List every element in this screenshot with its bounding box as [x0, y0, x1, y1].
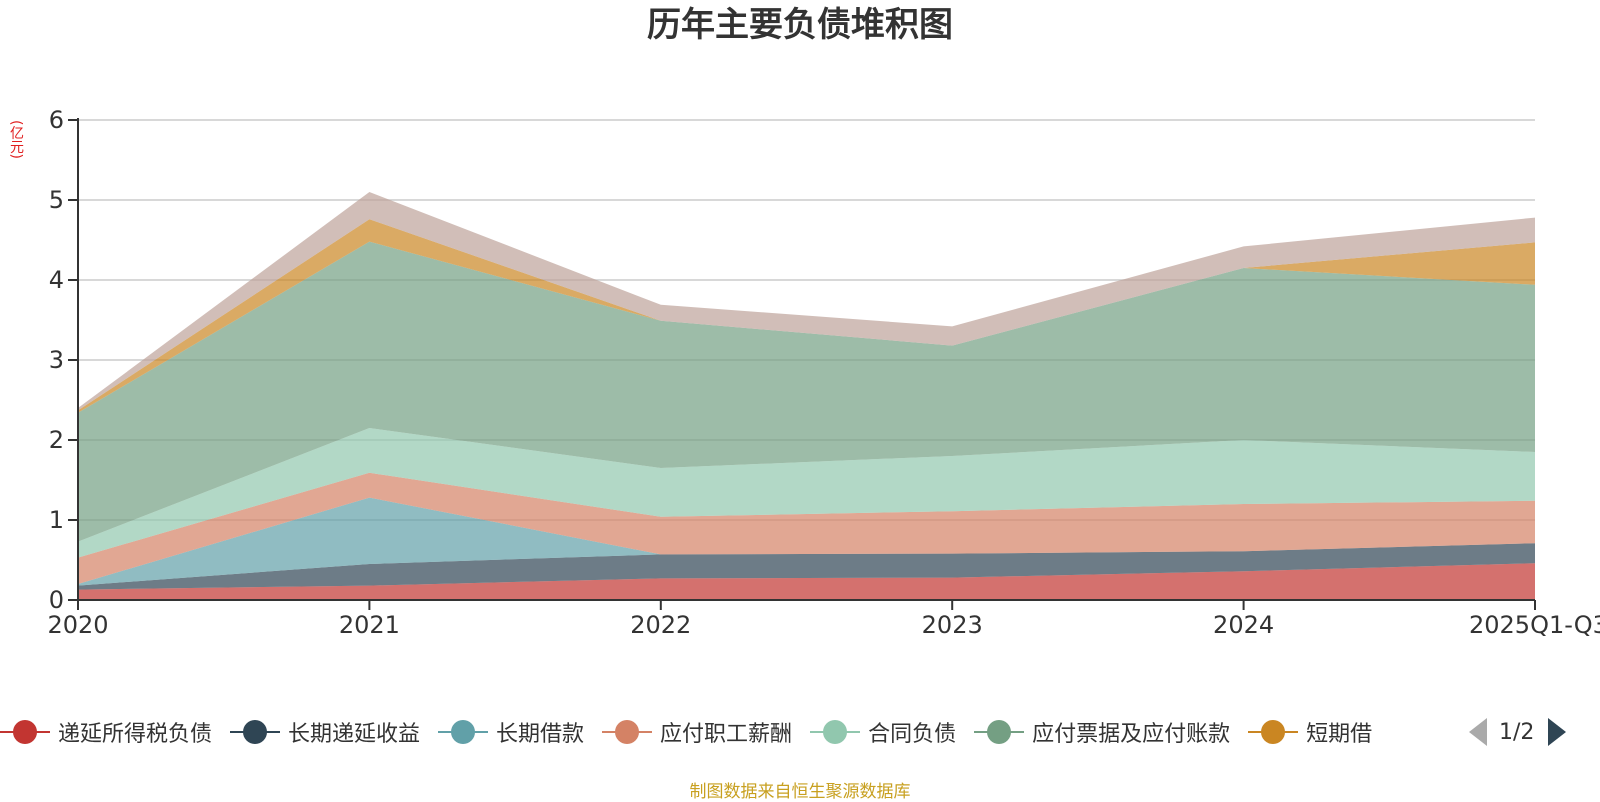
legend-item[interactable]: 长期借款: [438, 716, 584, 748]
legend-marker-icon: [602, 719, 653, 745]
y-tick-label: 5: [49, 186, 64, 214]
legend-label: 应付票据及应付账款: [1032, 722, 1231, 747]
legend-marker-icon: [0, 719, 50, 745]
chart-title: 历年主要负债堆积图: [647, 5, 953, 45]
y-tick-label: 3: [49, 346, 64, 374]
data-source-note: 制图数据来自恒生聚源数据库: [689, 782, 911, 802]
legend: 递延所得税负债 长期递延收益 长期借款 应付职工薪酬 合同负债 应付票据及应付账款 短期借: [0, 712, 1600, 752]
y-tick-label: 6: [49, 106, 64, 134]
area-series-0: [78, 563, 1535, 600]
y-tick-label: 1: [49, 506, 64, 534]
legend-item[interactable]: 合同负债: [810, 716, 956, 748]
legend-next-arrow-icon[interactable]: [1548, 718, 1567, 746]
legend-label: 长期借款: [496, 722, 585, 747]
x-tick-label: 2023: [922, 611, 983, 639]
legend-item[interactable]: 长期递延收益: [230, 716, 420, 748]
legend-marker-icon: [438, 719, 489, 745]
legend-item[interactable]: 递延所得税负债: [0, 716, 212, 748]
x-tick-label: 2025Q1-Q3: [1469, 611, 1600, 639]
x-tick-label: 2022: [630, 611, 691, 639]
legend-item[interactable]: 短期借: [1248, 716, 1372, 748]
legend-prev-arrow-icon[interactable]: [1469, 718, 1487, 746]
legend-item[interactable]: 应付职工薪酬: [602, 716, 792, 748]
legend-pager: 1/2: [1465, 712, 1600, 752]
legend-marker-icon: [230, 719, 281, 745]
area-series-5: [78, 241, 1535, 542]
y-tick-label: 0: [49, 586, 64, 614]
area-series-3: [78, 472, 1535, 584]
legend-label: 应付职工薪酬: [660, 722, 793, 747]
y-tick-label: 2: [49, 426, 64, 454]
legend-marker-icon: [810, 719, 861, 745]
x-tick-label: 2024: [1213, 611, 1274, 639]
legend-marker-icon: [1248, 719, 1299, 745]
legend-marker-icon: [974, 719, 1025, 745]
y-axis-unit: (亿元): [8, 120, 24, 159]
stacked-area-chart: 0 1 2 3 4 5 6 2020 2021 2022 2023 2024 2025Q1-Q3: [47, 106, 1600, 639]
area-series-4: [78, 428, 1535, 558]
area-series-2: [78, 497, 1535, 586]
legend-label: 合同负债: [868, 722, 957, 747]
legend-item[interactable]: 应付票据及应付账款: [974, 716, 1230, 748]
legend-page-indicator: 1/2: [1499, 719, 1535, 745]
legend-label: 短期借: [1306, 722, 1373, 747]
area-series-1: [78, 543, 1535, 590]
x-tick-label: 2020: [47, 611, 108, 639]
y-tick-label: 4: [49, 266, 64, 294]
legend-label: 递延所得税负债: [58, 722, 213, 747]
x-tick-label: 2021: [339, 611, 400, 639]
legend-label: 长期递延收益: [288, 722, 421, 747]
